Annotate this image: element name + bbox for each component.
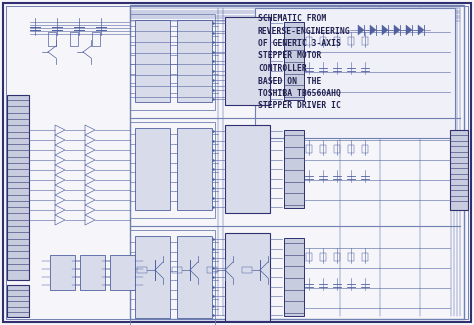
Polygon shape bbox=[370, 25, 376, 35]
Bar bbox=[320, 253, 326, 261]
Bar bbox=[207, 267, 217, 273]
Bar bbox=[137, 267, 147, 273]
Bar bbox=[130, 5, 464, 319]
Bar bbox=[334, 37, 340, 45]
Bar bbox=[7, 95, 29, 280]
Bar bbox=[306, 145, 312, 153]
Bar bbox=[177, 236, 212, 318]
Text: SCHEMATIC FROM
REVERSE-ENGINEERING
OF GENERIC 3-AXIS
STEPPER MOTOR
CONTROLLER
BA: SCHEMATIC FROM REVERSE-ENGINEERING OF GE… bbox=[258, 14, 351, 111]
Bar bbox=[225, 17, 270, 105]
Bar bbox=[320, 37, 326, 45]
Bar bbox=[242, 267, 252, 273]
Bar bbox=[320, 145, 326, 153]
Bar bbox=[177, 128, 212, 210]
Bar bbox=[135, 236, 170, 318]
Bar bbox=[284, 22, 304, 100]
Bar bbox=[362, 145, 368, 153]
Bar bbox=[348, 145, 354, 153]
Bar bbox=[110, 255, 135, 290]
Bar bbox=[334, 253, 340, 261]
Bar bbox=[92, 32, 100, 46]
Bar bbox=[362, 37, 368, 45]
Bar bbox=[130, 122, 215, 218]
Bar bbox=[130, 14, 215, 110]
Bar bbox=[284, 238, 304, 316]
Bar bbox=[348, 37, 354, 45]
Bar bbox=[362, 253, 368, 261]
Bar bbox=[225, 125, 270, 213]
Bar bbox=[130, 230, 215, 325]
Bar bbox=[135, 128, 170, 210]
Bar bbox=[284, 130, 304, 208]
Bar bbox=[48, 32, 56, 46]
Bar bbox=[348, 253, 354, 261]
Bar bbox=[306, 37, 312, 45]
Bar bbox=[450, 130, 468, 210]
Bar bbox=[80, 255, 105, 290]
Polygon shape bbox=[418, 25, 424, 35]
Bar bbox=[70, 32, 78, 46]
Bar bbox=[7, 285, 29, 317]
Bar bbox=[225, 233, 270, 321]
Polygon shape bbox=[394, 25, 400, 35]
Polygon shape bbox=[406, 25, 412, 35]
Bar bbox=[172, 267, 182, 273]
Bar bbox=[50, 255, 75, 290]
Bar bbox=[135, 20, 170, 102]
Bar bbox=[334, 145, 340, 153]
Bar bbox=[177, 20, 212, 102]
Polygon shape bbox=[382, 25, 388, 35]
Bar bbox=[255, 8, 455, 138]
Bar bbox=[306, 253, 312, 261]
Polygon shape bbox=[358, 25, 364, 35]
